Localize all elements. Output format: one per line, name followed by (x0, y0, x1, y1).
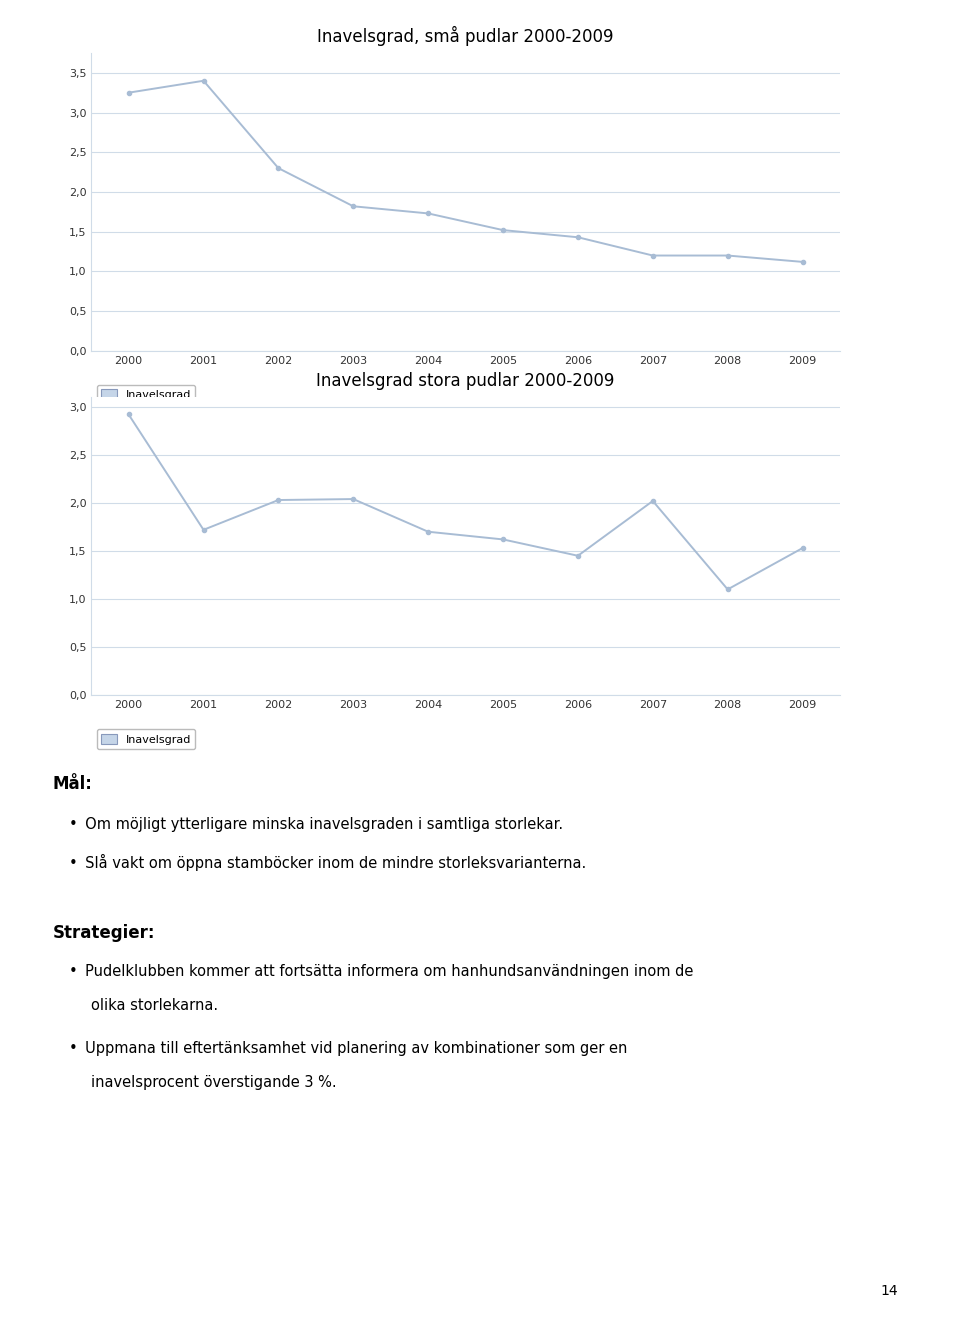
Title: Inavelsgrad, små pudlar 2000-2009: Inavelsgrad, små pudlar 2000-2009 (318, 25, 613, 46)
Title: Inavelsgrad stora pudlar 2000-2009: Inavelsgrad stora pudlar 2000-2009 (317, 372, 614, 391)
Text: • Uppmana till eftertänksamhet vid planering av kombinationer som ger en: • Uppmana till eftertänksamhet vid plane… (69, 1041, 628, 1055)
Text: • Om möjligt ytterligare minska inavelsgraden i samtliga storlekar.: • Om möjligt ytterligare minska inavelsg… (69, 817, 564, 831)
Text: • Slå vakt om öppna stamböcker inom de mindre storleksvarianterna.: • Slå vakt om öppna stamböcker inom de m… (69, 854, 587, 871)
Text: olika storlekarna.: olika storlekarna. (91, 998, 218, 1013)
Text: • Pudelklubben kommer att fortsätta informera om hanhundsanvändningen inom de: • Pudelklubben kommer att fortsätta info… (69, 964, 693, 978)
Text: 14: 14 (880, 1283, 898, 1298)
Text: Strategier:: Strategier: (53, 924, 156, 943)
Text: inavelsprocent överstigande 3 %.: inavelsprocent överstigande 3 %. (91, 1075, 337, 1090)
Text: Mål:: Mål: (53, 775, 93, 793)
Legend: Inavelsgrad: Inavelsgrad (97, 730, 196, 749)
Legend: Inavelsgrad: Inavelsgrad (97, 385, 196, 405)
